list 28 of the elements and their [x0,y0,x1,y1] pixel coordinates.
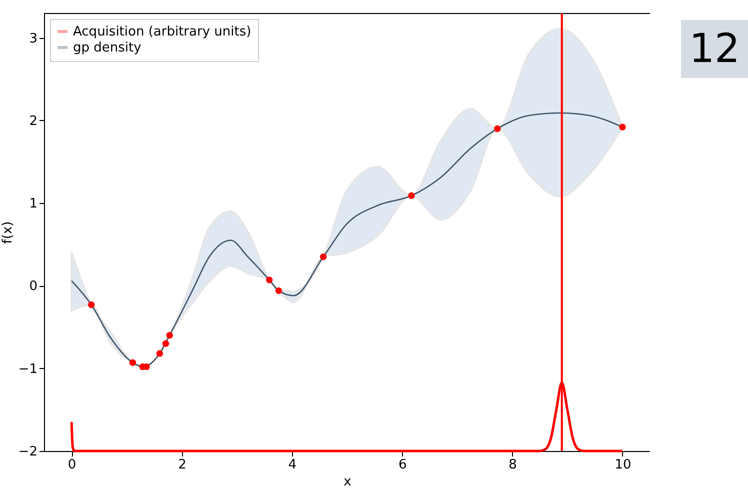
legend-label: Acquisition (arbitrary units) [73,24,252,40]
point [494,125,501,132]
point [88,301,95,308]
point [320,253,327,260]
y-tick-label: 0 [29,279,38,294]
x-tick-label: 0 [68,458,76,472]
x-axis-title: x [344,474,352,490]
point [408,192,415,199]
y-tick-label: 1 [29,196,38,212]
y-tick-label: 3 [29,31,38,46]
legend-label: gp density [73,40,142,56]
point [166,332,173,339]
point [129,359,136,366]
y-tick-label: 2 [29,114,38,129]
y-tick-label: −2 [18,444,38,460]
x-tick-label: 4 [288,458,297,472]
x-tick-label: 6 [398,458,407,472]
x-tick-label: 8 [508,458,517,472]
x-tick-label: 2 [178,458,186,472]
text: 12 [681,20,748,78]
point [156,350,164,357]
x-tick-label: 10 [614,458,632,472]
point [619,124,626,130]
y-axis-title: f(x) [0,221,16,244]
point [266,276,273,284]
y-tick-label: −1 [18,362,38,377]
point [162,340,170,347]
point [275,287,282,294]
